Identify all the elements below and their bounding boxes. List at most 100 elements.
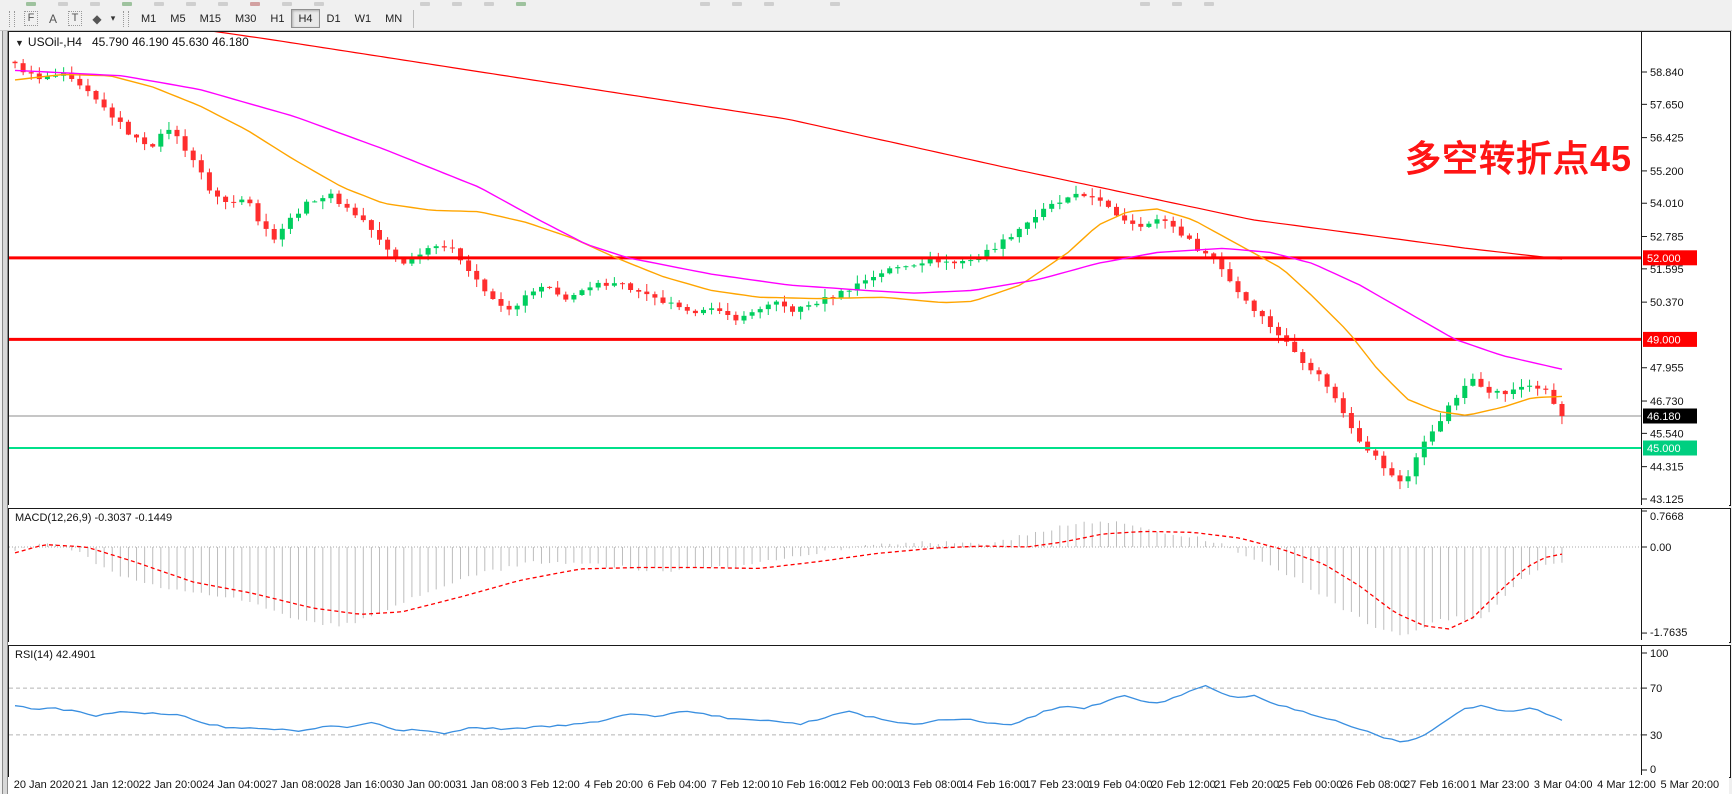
clipped-toolbar-icon	[516, 2, 526, 6]
time-axis-label: 10 Feb 16:00	[771, 779, 837, 791]
timeframe-MN[interactable]: MN	[378, 9, 409, 28]
chart-annotation: 多空转折点45	[1404, 138, 1632, 179]
clipped-toolbar-icon	[90, 2, 100, 6]
clipped-toolbar-icon	[282, 2, 292, 6]
toolbar-separator	[413, 9, 415, 28]
svg-text:45.000: 45.000	[1647, 443, 1681, 455]
candlesticks	[12, 58, 1565, 490]
time-axis-label: 14 Feb 16:00	[961, 779, 1026, 791]
svg-text:-1.7635: -1.7635	[1650, 627, 1687, 639]
time-axis-label: 12 Feb 00:00	[834, 779, 900, 791]
svg-text:58.840: 58.840	[1650, 67, 1684, 79]
panel-splitter[interactable]	[8, 642, 1729, 645]
clipped-toolbar-icon	[484, 2, 494, 6]
svg-text:56.425: 56.425	[1650, 133, 1684, 145]
macd-indicator-panel: 0.7668 0.00 -1.7635 MACD(12,26,9) -0.3037 …	[8, 508, 1731, 643]
text-tool-icon[interactable]: T	[64, 9, 86, 29]
time-axis-label: 25 Feb 00:00	[1277, 779, 1343, 791]
timeframe-M5[interactable]: M5	[163, 9, 192, 28]
macd-histogram	[14, 521, 1563, 636]
time-axis-label: 27 Jan 08:00	[265, 779, 329, 791]
time-axis-label: 3 Mar 04:00	[1533, 779, 1593, 791]
clipped-toolbar-icon	[452, 2, 462, 6]
time-axis-label: 30 Jan 00:00	[391, 779, 456, 791]
rsi-chart-surface[interactable]: 100 70 30 0	[9, 646, 1730, 775]
shapes-tool-icon[interactable]: ◆	[92, 11, 102, 26]
time-axis[interactable]: 20 Jan 2020 21 Jan 12:00 22 Jan 20:00 24 Ja…	[8, 777, 1729, 794]
time-axis-label: 7 Feb 12:00	[710, 779, 770, 791]
time-axis-label: 17 Feb 23:00	[1024, 779, 1090, 791]
shapes-dropdown-icon[interactable]: ▾	[110, 13, 116, 23]
clipped-toolbar-icon	[700, 2, 710, 6]
svg-text:52.785: 52.785	[1650, 232, 1684, 244]
rsi-levels	[9, 687, 1641, 736]
timeframe-M1[interactable]: M1	[134, 9, 163, 28]
timeframe-H1[interactable]: H1	[263, 9, 291, 28]
toolbar: F A T ◆ ▾ M1 M5 M15 M30 H1 H4 D1 W1 MN	[0, 7, 1732, 31]
time-axis-label: 5 Mar 20:00	[1660, 779, 1720, 791]
toolbar-grip[interactable]	[123, 10, 129, 27]
svg-text:43.125: 43.125	[1650, 494, 1684, 505]
svg-text:0.00: 0.00	[1650, 542, 1671, 554]
macd-header: MACD(12,26,9) -0.3037 -0.1449	[15, 512, 173, 524]
clipped-toolbar-icon	[420, 2, 430, 6]
svg-text:57.650: 57.650	[1650, 99, 1684, 111]
time-axis-label: 24 Jan 04:00	[202, 779, 266, 791]
clipped-toolbar-row	[0, 0, 1732, 7]
ma-red	[214, 32, 1563, 260]
svg-text:54.010: 54.010	[1650, 198, 1684, 210]
rsi-line	[14, 684, 1563, 743]
clipped-toolbar-icon	[26, 2, 36, 6]
price-chart-surface[interactable]: 58.840 57.650 56.425 55.200 54.010 52.785 51.5…	[9, 32, 1730, 505]
time-axis-label: 4 Feb 20:00	[584, 779, 644, 791]
fibonacci-grid-tool-icon[interactable]: F	[20, 9, 42, 29]
chart-title: ▼ USOil-,H4 45.790 46.190 45.630 46.180	[15, 35, 249, 49]
svg-text:46.180: 46.180	[1647, 411, 1681, 423]
rsi-indicator-panel: 100 70 30 0 RSI(14) 42.4901	[8, 645, 1731, 778]
svg-text:0: 0	[1650, 764, 1656, 775]
clipped-toolbar-icon	[218, 2, 228, 6]
time-axis-label: 27 Feb 16:00	[1404, 779, 1470, 791]
svg-text:30: 30	[1650, 730, 1662, 742]
time-axis-label: 20 Jan 2020	[13, 779, 75, 791]
svg-text:50.370: 50.370	[1650, 297, 1684, 309]
macd-signal-line	[14, 530, 1563, 630]
svg-text:44.315: 44.315	[1650, 462, 1684, 474]
clipped-toolbar-icon	[1172, 2, 1182, 6]
timeframe-W1[interactable]: W1	[348, 9, 379, 28]
text-label-tool-icon[interactable]: A	[48, 11, 57, 26]
drawing-tools-group: F A T ◆ ▾	[20, 9, 118, 29]
macd-chart-surface[interactable]: 0.7668 0.00 -1.7635	[9, 509, 1730, 640]
timeframe-H4[interactable]: H4	[291, 9, 320, 28]
timeframe-D1[interactable]: D1	[320, 9, 348, 28]
ma-orange	[14, 73, 1563, 416]
time-axis-label: 21 Jan 12:00	[75, 779, 140, 791]
svg-text:52.000: 52.000	[1647, 253, 1681, 265]
panel-splitter[interactable]	[8, 505, 1729, 508]
time-axis-label: 6 Feb 04:00	[647, 779, 707, 791]
collapse-arrow-icon[interactable]: ▼	[15, 38, 24, 48]
time-axis-label: 21 Feb 20:00	[1214, 779, 1280, 791]
svg-text:46.730: 46.730	[1650, 396, 1684, 408]
ma-magenta	[14, 69, 1563, 370]
clipped-toolbar-icon	[732, 2, 742, 6]
timeframe-M15[interactable]: M15	[193, 9, 228, 28]
clipped-toolbar-icon	[58, 2, 68, 6]
time-axis-label: 3 Feb 12:00	[521, 779, 580, 791]
clipped-toolbar-icon	[250, 2, 260, 6]
timeframe-M30[interactable]: M30	[228, 9, 263, 28]
clipped-toolbar-icon	[830, 2, 840, 6]
macd-axis: 0.7668 0.00 -1.7635	[1641, 510, 1687, 639]
svg-text:70: 70	[1650, 683, 1662, 695]
clipped-toolbar-icon	[122, 2, 132, 6]
horizontal-levels	[9, 256, 1641, 450]
time-axis-label: 31 Jan 08:00	[455, 779, 519, 791]
clipped-toolbar-icon	[764, 2, 774, 6]
rsi-axis: 100 70 30 0	[1641, 648, 1668, 775]
time-axis-label: 20 Feb 12:00	[1150, 779, 1216, 791]
svg-text:51.595: 51.595	[1650, 264, 1684, 276]
toolbar-grip[interactable]	[9, 10, 15, 27]
time-axis-label: 1 Mar 23:00	[1470, 779, 1530, 791]
timeframes-group: M1 M5 M15 M30 H1 H4 D1 W1 MN	[134, 9, 409, 28]
